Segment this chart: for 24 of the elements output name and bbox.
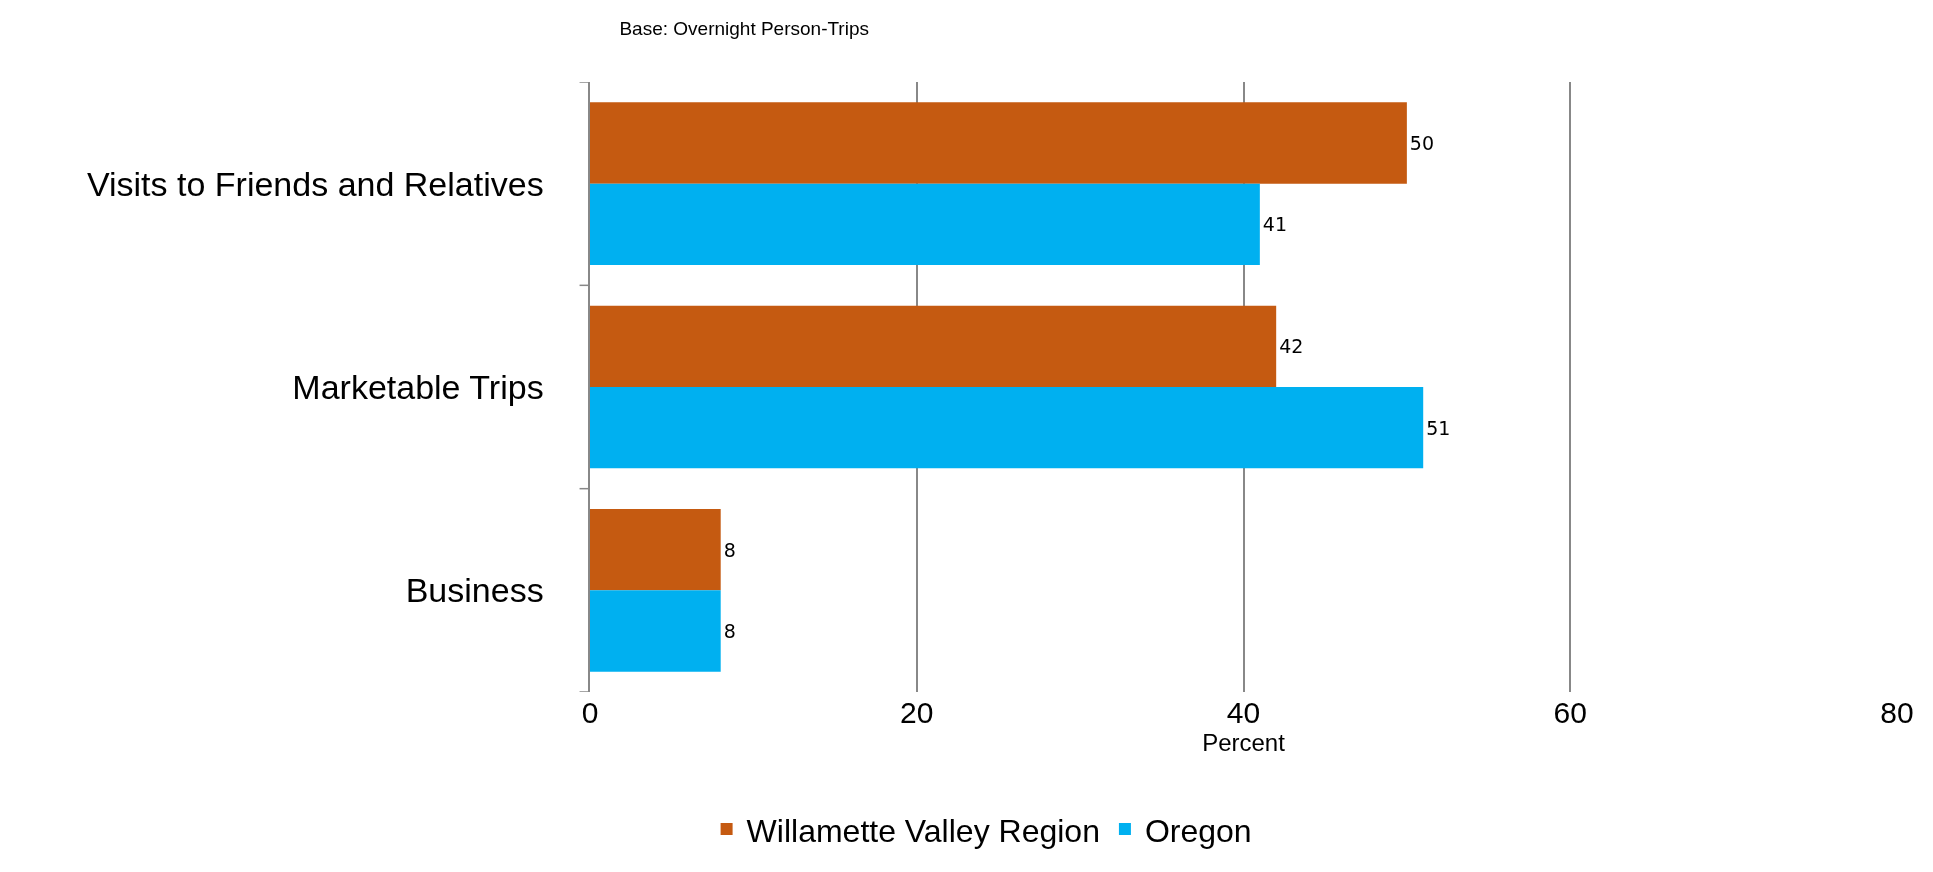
y-tick-label: Business xyxy=(405,571,582,610)
x-tick-label: 80 xyxy=(1880,696,1914,729)
bar xyxy=(590,387,1424,469)
bar xyxy=(590,183,1260,265)
legend-label: Oregon xyxy=(1144,812,1252,849)
bar xyxy=(590,305,1277,387)
legend-label: Willamette Valley Region xyxy=(746,812,1100,849)
data-label: 8 xyxy=(723,538,736,561)
data-label: 8 xyxy=(723,620,736,642)
bar xyxy=(590,509,721,591)
data-label: 42 xyxy=(1279,335,1304,358)
x-axis-title: Percent xyxy=(1202,729,1286,756)
x-tick-label: 0 xyxy=(581,696,599,729)
x-tick-label: 60 xyxy=(1553,696,1587,729)
bar xyxy=(590,590,721,672)
data-label: 41 xyxy=(1262,213,1288,236)
data-label: 50 xyxy=(1409,132,1435,154)
chart-title: Base: Overnight Person-Trips xyxy=(619,18,869,40)
x-tick-label: 20 xyxy=(900,696,934,729)
x-tick-label: 40 xyxy=(1226,696,1261,729)
data-label: 51 xyxy=(1426,416,1451,439)
bar xyxy=(590,102,1407,184)
y-tick-label: Visits to Friends and Relatives xyxy=(86,164,582,203)
y-tick-label: Marketable Trips xyxy=(292,367,582,406)
